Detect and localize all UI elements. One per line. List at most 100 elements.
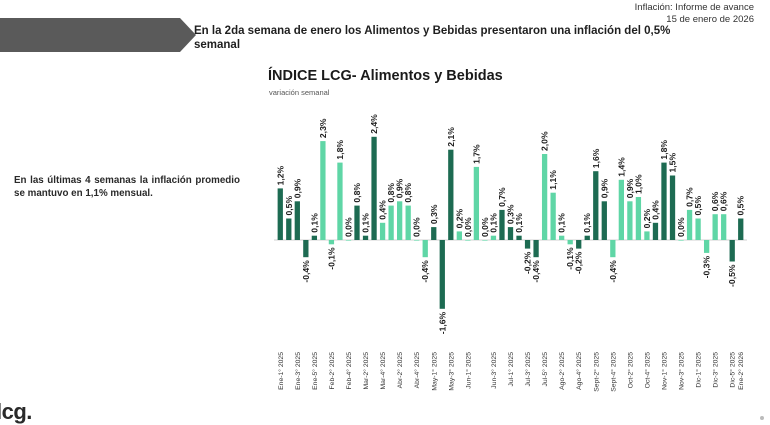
data-label-15: 0,8% — [403, 183, 413, 203]
bar-0 — [277, 188, 283, 240]
bar-10 — [362, 235, 369, 240]
bar-22 — [465, 240, 471, 241]
bar-38 — [601, 201, 607, 240]
data-label-19: -1,6% — [437, 311, 447, 334]
page-dot — [760, 416, 764, 420]
data-label-16: 0,0% — [412, 217, 422, 237]
bar-44 — [652, 222, 659, 240]
data-label-38: 0,9% — [599, 178, 609, 198]
data-label-52: 0,6% — [719, 191, 729, 211]
data-label-37: 1,6% — [591, 148, 601, 168]
x-tick-label-27: Ene-2° 2026 — [737, 352, 745, 390]
data-label-53: -0,5% — [727, 264, 737, 287]
data-label-26: 0,7% — [497, 187, 507, 207]
bar-25 — [490, 235, 497, 240]
bar-6 — [328, 240, 335, 245]
data-label-22: 0,0% — [463, 217, 473, 237]
logo: lcg. — [0, 399, 32, 424]
data-label-24: 0,0% — [480, 217, 490, 237]
bar-26 — [499, 209, 505, 240]
bar-23 — [473, 166, 480, 240]
bar-3 — [303, 240, 309, 258]
bar-41 — [627, 201, 633, 240]
x-tick-label-3: Feb-2° 2025 — [328, 352, 336, 390]
bar-17 — [422, 240, 428, 258]
bar-53 — [729, 240, 735, 262]
data-label-48: 0,7% — [685, 187, 695, 207]
headline-banner-shape — [0, 18, 196, 52]
bar-45 — [661, 162, 667, 240]
bar-28 — [516, 235, 522, 240]
data-label-46: 1,5% — [668, 153, 678, 173]
data-label-30: -0,4% — [531, 260, 541, 283]
bar-21 — [456, 231, 462, 240]
bar-30 — [533, 240, 539, 258]
data-label-47: 0,0% — [676, 217, 686, 237]
bar-20 — [448, 149, 454, 240]
data-label-3: -0,4% — [301, 260, 311, 283]
bar-8 — [345, 240, 352, 241]
x-tick-label-14: Jul-3° 2025 — [524, 352, 532, 387]
bar-54 — [738, 218, 744, 240]
bar-16 — [414, 240, 420, 241]
data-label-50: -0,3% — [702, 256, 712, 279]
bar-43 — [644, 231, 650, 240]
data-label-36: 0,1% — [582, 213, 592, 233]
data-label-2: 0,9% — [292, 178, 302, 198]
x-tick-label-25: Dic-3° 2025 — [712, 352, 720, 388]
data-label-13: 0,8% — [386, 183, 396, 203]
bar-33 — [559, 235, 565, 240]
headline: En la 2da semana de enero los Alimentos … — [194, 25, 671, 51]
chart-subtitle: variación semanal — [269, 88, 330, 97]
x-tick-label-17: Ago-4° 2025 — [575, 352, 583, 390]
x-tick-label-20: Oct-2° 2025 — [626, 352, 634, 389]
data-label-31: 2,0% — [540, 131, 550, 151]
data-label-14: 0,9% — [395, 178, 405, 198]
data-label-11: 2,4% — [369, 114, 379, 134]
data-label-34: -0,1% — [565, 247, 575, 270]
x-tick-label-19: Sept-4° 2025 — [609, 352, 617, 392]
data-label-5: 2,3% — [318, 118, 328, 138]
bar-2 — [294, 201, 300, 240]
x-tick-label-6: Mar-4° 2025 — [379, 352, 387, 390]
x-tick-label-22: Nov-1° 2025 — [660, 352, 668, 390]
bar-15 — [405, 205, 411, 240]
data-label-33: 0,1% — [557, 213, 567, 233]
data-label-18: 0,3% — [429, 204, 439, 224]
bar-18 — [431, 227, 437, 240]
bar-40 — [618, 179, 624, 240]
bar-49 — [695, 218, 701, 240]
x-tick-label-12: Jun-3° 2025 — [490, 352, 498, 389]
data-label-23: 1,7% — [471, 144, 481, 164]
data-label-10: 0,1% — [361, 213, 371, 233]
bar-47 — [678, 240, 684, 241]
x-tick-label-5: Mar-2° 2025 — [362, 352, 370, 390]
bar-27 — [507, 227, 514, 240]
bar-4 — [311, 235, 318, 240]
bar-52 — [721, 214, 727, 240]
x-tick-label-13: Jul-1° 2025 — [507, 352, 515, 387]
bar-19 — [439, 240, 445, 309]
bar-42 — [635, 197, 642, 240]
bar-31 — [541, 154, 548, 240]
data-label-32: 1,1% — [548, 170, 558, 190]
chart-title: ÍNDICE LCG- Alimentos y Bebidas — [268, 68, 503, 84]
x-tick-label-15: Jul-5° 2025 — [541, 352, 549, 387]
bar-24 — [482, 240, 488, 241]
x-tick-label-9: May-1° 2025 — [430, 352, 438, 391]
data-label-51: 0,6% — [710, 191, 720, 211]
report-title: Inflación: Informe de avance — [634, 2, 754, 13]
report-date: 15 de enero de 2026 — [666, 14, 754, 25]
data-label-29: -0,2% — [523, 251, 533, 274]
data-label-25: 0,1% — [488, 213, 498, 233]
data-label-17: -0,4% — [420, 260, 430, 283]
data-label-20: 2,1% — [446, 127, 456, 147]
x-tick-label-21: Oct-4° 2025 — [643, 352, 651, 389]
bar-14 — [397, 201, 403, 240]
bar-51 — [712, 214, 718, 240]
data-label-4: 0,1% — [309, 213, 319, 233]
report-header: Inflación: Informe de avance 15 de enero… — [635, 2, 754, 26]
x-tick-label-23: Nov-3° 2025 — [678, 352, 686, 390]
data-label-6: -0,1% — [326, 247, 336, 270]
data-label-27: 0,3% — [506, 204, 516, 224]
